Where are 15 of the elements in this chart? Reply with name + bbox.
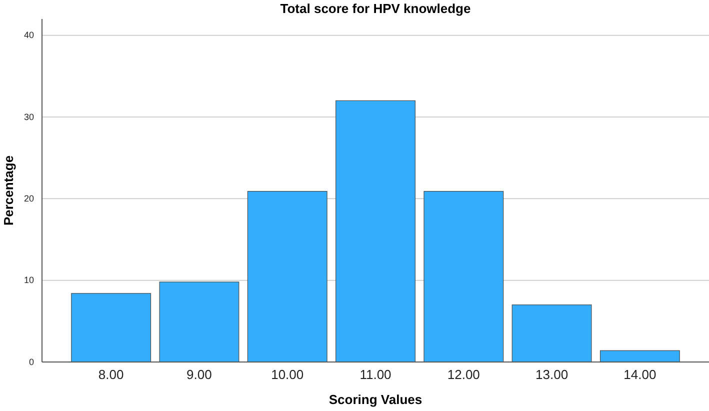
y-tick-label: 30 — [24, 112, 34, 122]
y-tick-label: 20 — [24, 194, 34, 204]
x-tick-label: 14.00 — [624, 367, 656, 382]
x-tick-label: 12.00 — [447, 367, 480, 382]
x-tick-label: 8.00 — [98, 367, 124, 382]
x-tick-label: 13.00 — [536, 367, 568, 382]
y-tick-label: 10 — [24, 275, 34, 286]
x-tick-label: 11.00 — [360, 367, 392, 382]
x-tick-label: 10.00 — [271, 367, 304, 382]
y-tick-label: 40 — [24, 30, 34, 40]
y-tick-label: 0 — [28, 356, 34, 367]
chart-title: Total score for HPV knowledge — [280, 1, 471, 16]
y-axis-title: Percentage — [1, 155, 16, 226]
x-axis-title: Scoring Values — [328, 392, 422, 407]
x-tick-label: 9.00 — [186, 367, 212, 382]
